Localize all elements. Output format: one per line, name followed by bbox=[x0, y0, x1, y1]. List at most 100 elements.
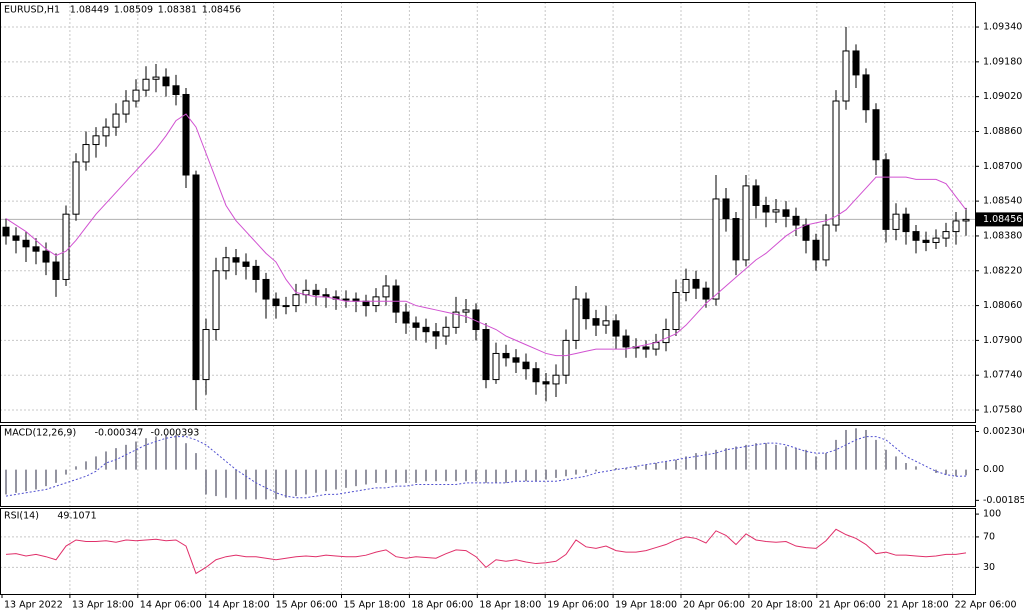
x-tick-label: 20 Apr 06:00 bbox=[683, 600, 745, 611]
y-tick-label: 1.07580 bbox=[983, 405, 1022, 416]
candle-body bbox=[532, 368, 540, 383]
candle-body bbox=[62, 213, 70, 280]
x-tick-label: 19 Apr 06:00 bbox=[547, 600, 609, 611]
candle-body bbox=[542, 381, 550, 385]
candle-body bbox=[502, 352, 510, 359]
candle-body bbox=[22, 239, 30, 248]
candle-body bbox=[692, 278, 700, 289]
candle-body bbox=[392, 285, 400, 313]
candle-body bbox=[342, 298, 350, 301]
header-value: 1.08456 bbox=[202, 5, 241, 16]
candle-body bbox=[362, 300, 370, 307]
rsi-frame bbox=[0, 508, 976, 595]
candle-body bbox=[232, 257, 240, 263]
candle-body bbox=[872, 109, 880, 161]
candle-body bbox=[172, 85, 180, 95]
current-price-box bbox=[975, 212, 1023, 227]
rsi-title: RSI(14) bbox=[4, 511, 39, 522]
y-tick-label: 70 bbox=[983, 531, 995, 542]
x-tick-label: 18 Apr 18:00 bbox=[479, 600, 541, 611]
candle-body bbox=[462, 309, 470, 313]
candle-body bbox=[152, 76, 160, 80]
x-tick-label: 14 Apr 18:00 bbox=[208, 600, 270, 611]
candle-body bbox=[652, 342, 660, 350]
x-tick-label: 14 Apr 06:00 bbox=[140, 600, 202, 611]
candle-body bbox=[752, 185, 760, 206]
candle-body bbox=[722, 198, 730, 220]
candle-body bbox=[72, 161, 80, 215]
header-value: -0.000347 bbox=[95, 428, 144, 439]
candle-body bbox=[412, 322, 420, 328]
candle-body bbox=[522, 361, 530, 370]
y-tick-label: 0.002306 bbox=[983, 426, 1024, 437]
candle-body bbox=[702, 287, 710, 300]
candle-body bbox=[32, 246, 40, 252]
y-tick-label: -0.001858 bbox=[983, 495, 1024, 506]
candle-body bbox=[682, 278, 690, 294]
candle-body bbox=[882, 159, 890, 230]
candle-body bbox=[442, 326, 450, 337]
y-tick-label: 1.09340 bbox=[983, 22, 1022, 33]
candle-body bbox=[282, 305, 290, 308]
candle-body bbox=[552, 374, 560, 385]
candle-body bbox=[662, 329, 670, 344]
candle-body bbox=[582, 298, 590, 320]
candle-body bbox=[742, 185, 750, 261]
y-tick-label: 1.07740 bbox=[983, 370, 1022, 381]
candle-body bbox=[122, 100, 130, 115]
x-tick-label: 21 Apr 06:00 bbox=[819, 600, 881, 611]
candle-body bbox=[622, 335, 630, 348]
candle-body bbox=[672, 292, 680, 331]
header-value: 49.1071 bbox=[57, 511, 96, 522]
x-tick-label: 20 Apr 18:00 bbox=[751, 600, 813, 611]
candle-body bbox=[842, 50, 850, 102]
x-tick-label: 18 Apr 06:00 bbox=[411, 600, 473, 611]
candle-body bbox=[2, 226, 10, 237]
candle-body bbox=[712, 198, 720, 300]
candle-body bbox=[822, 224, 830, 261]
x-tick-label: 21 Apr 18:00 bbox=[887, 600, 949, 611]
candle-body bbox=[952, 220, 960, 233]
y-tick-label: 0.00 bbox=[983, 464, 1004, 475]
candle-body bbox=[52, 261, 60, 280]
candle-body bbox=[422, 326, 430, 333]
y-tick-label: 1.08860 bbox=[983, 126, 1022, 137]
rsi-line bbox=[5, 528, 967, 575]
candle-body bbox=[402, 311, 410, 324]
moving-average bbox=[5, 113, 967, 357]
candle-body bbox=[642, 346, 650, 350]
header-value: 1.08449 bbox=[70, 5, 109, 16]
header-value: -0.000393 bbox=[151, 428, 200, 439]
labels-layer: EURUSD,H1 MACD(12,26,9) RSI(14) 1.08449 1… bbox=[1, 5, 1024, 611]
candle-body bbox=[112, 113, 120, 128]
candle-body bbox=[212, 270, 220, 331]
candle-body bbox=[482, 329, 490, 381]
candle-body bbox=[602, 320, 610, 326]
candle-body bbox=[142, 78, 150, 91]
candle-body bbox=[82, 144, 90, 163]
grid-layer bbox=[0, 2, 975, 594]
x-tick-label: 19 Apr 18:00 bbox=[615, 600, 677, 611]
y-tick-label: 30 bbox=[983, 562, 995, 573]
candle-body bbox=[852, 50, 860, 76]
header-value: 1.08509 bbox=[114, 5, 153, 16]
candle-body bbox=[572, 298, 580, 341]
candle-body bbox=[132, 89, 140, 102]
x-tick-label: 13 Apr 2022 bbox=[4, 600, 63, 611]
y-tick-label: 100 bbox=[983, 509, 1001, 520]
candle-body bbox=[252, 265, 260, 280]
candle-body bbox=[452, 311, 460, 328]
candle-body bbox=[262, 278, 270, 300]
candle-body bbox=[792, 215, 800, 226]
candle-body bbox=[812, 239, 820, 261]
x-tick-label: 15 Apr 06:00 bbox=[276, 600, 338, 611]
header-value: 1.08381 bbox=[158, 5, 197, 16]
candle-body bbox=[292, 294, 300, 307]
symbol-title: EURUSD,H1 bbox=[4, 5, 60, 16]
candle-body bbox=[242, 261, 250, 267]
marks-layer bbox=[2, 27, 970, 575]
candle-body bbox=[942, 231, 950, 239]
macd-frame bbox=[0, 425, 976, 507]
